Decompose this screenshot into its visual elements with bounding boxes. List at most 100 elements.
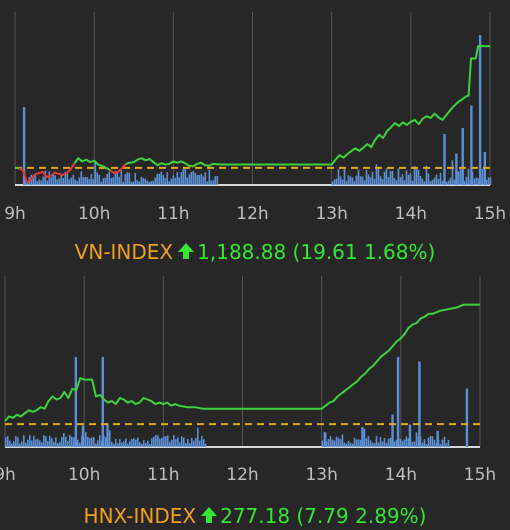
up-arrow-icon (177, 241, 195, 265)
volume-bar (178, 177, 181, 185)
x-tick-label: 10h (78, 204, 110, 224)
volume-bar (190, 171, 193, 185)
volume-bar (57, 443, 59, 447)
volume-bar (210, 180, 213, 185)
volume-bar (72, 174, 75, 185)
volume-bar (56, 179, 59, 185)
volume-bar (441, 180, 444, 185)
volume-bar (399, 177, 402, 185)
volume-bar (67, 440, 69, 447)
volume-bar (197, 427, 199, 447)
volume-bar (389, 171, 392, 185)
volume-bar (373, 443, 376, 447)
volume-bar (31, 440, 33, 447)
volume-bar (161, 437, 163, 447)
volume-bar (447, 439, 450, 447)
volume-bar (71, 436, 73, 447)
volume-bar (66, 172, 69, 185)
volume-bar (443, 436, 446, 447)
index-line (4, 303, 480, 422)
volume-bar (99, 435, 101, 447)
volume-bar (198, 174, 201, 185)
vn-index-chart: 9h 10h 11h 12h 13h 14h 15h (4, 12, 506, 224)
volume-bar (431, 436, 434, 447)
volume-bar (141, 443, 143, 447)
volume-bar (189, 443, 191, 447)
volume-bar (365, 438, 368, 447)
volume-bar (5, 437, 7, 447)
volume-bar (377, 442, 380, 447)
volume-bar (171, 439, 173, 447)
volume-bar (164, 178, 167, 185)
volume-bar (195, 437, 197, 447)
volume-bar (123, 441, 125, 447)
volume-bar (431, 179, 434, 185)
index-line (18, 162, 76, 184)
volume-bar (385, 168, 388, 185)
volume-bar (387, 177, 390, 185)
volume-bar (439, 172, 442, 185)
x-tick-label: 14h (385, 465, 417, 485)
volume-bar (116, 172, 119, 185)
volume-bar (70, 177, 73, 185)
volume-bar (47, 440, 49, 447)
volume-bar (387, 438, 390, 447)
volume-bar (102, 178, 105, 185)
volume-bar (140, 176, 143, 185)
volume-spike (22, 107, 26, 185)
volume-spike (324, 432, 327, 447)
volume-bar (445, 443, 448, 447)
volume-bar (393, 441, 396, 447)
volume-bar (192, 171, 195, 185)
volume-bar (86, 177, 89, 185)
volume-bar (375, 164, 378, 185)
volume-bar (179, 442, 181, 447)
volume-bar (132, 181, 135, 185)
volume-bar (45, 436, 47, 447)
volume-spike (106, 423, 109, 447)
volume-bar (202, 176, 205, 185)
volume-bar (433, 177, 436, 185)
volume-bar (58, 178, 61, 185)
volume-bar (11, 443, 13, 447)
index-line (73, 157, 111, 171)
volume-bar (130, 181, 133, 185)
volume-bar (62, 178, 65, 185)
volume-bar (172, 175, 175, 185)
volume-bar (77, 439, 79, 447)
volume-bar (445, 181, 448, 185)
volume-bar (168, 181, 171, 185)
volume-bar (158, 173, 161, 185)
volume-bar (155, 435, 157, 447)
volume-bar (441, 439, 444, 447)
volume-bar (145, 443, 147, 447)
volume-spike (101, 357, 104, 447)
volume-bar (137, 437, 139, 447)
volume-bar (42, 176, 45, 185)
volume-bar (43, 435, 45, 447)
volume-bar (91, 437, 93, 447)
volume-bar (169, 441, 171, 447)
volume-bar (337, 169, 340, 185)
volume-bar (371, 442, 374, 447)
volume-bar (335, 436, 338, 447)
volume-bar (115, 438, 117, 447)
volume-bar (154, 177, 157, 185)
x-tick-label: 13h (315, 204, 347, 224)
volume-bar (138, 181, 141, 185)
volume-bar (463, 181, 466, 185)
volume-bar (98, 174, 101, 185)
x-tick-label: 15h (474, 204, 506, 224)
volume-spike (436, 430, 439, 447)
volume-bar (65, 436, 67, 447)
volume-bar (333, 179, 336, 185)
volume-bar (425, 443, 428, 447)
volume-bar (23, 435, 25, 447)
volume-spike (81, 425, 85, 447)
volume-bar (97, 440, 99, 447)
volume-bar (32, 177, 35, 185)
volume-bar (333, 440, 336, 447)
volume-bar (411, 180, 414, 185)
volume-bar (369, 177, 372, 185)
volume-spike (455, 153, 458, 185)
